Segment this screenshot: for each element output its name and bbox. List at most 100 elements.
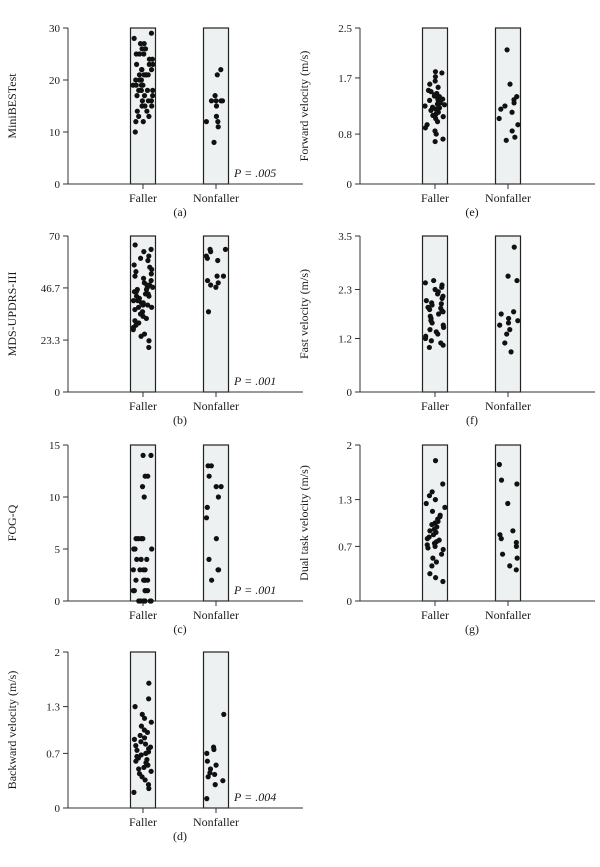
data-point-nonfaller: [215, 567, 222, 573]
y-tick-label: 23.3: [41, 335, 61, 347]
data-point-nonfaller: [509, 128, 515, 134]
data-point-faller: [423, 500, 429, 507]
data-point-faller: [145, 782, 152, 788]
y-tick-label: 20: [49, 75, 61, 87]
data-point-nonfaller: [503, 137, 509, 143]
data-point-faller: [429, 563, 435, 569]
data-point-faller: [133, 577, 139, 583]
data-point-faller: [428, 89, 434, 95]
data-point-faller: [137, 732, 143, 739]
data-point-faller: [148, 768, 154, 774]
data-point-faller: [432, 138, 438, 145]
data-point-faller: [440, 96, 446, 102]
y-tick-label: 46.7: [41, 283, 61, 295]
x-tick-label-faller: Faller: [421, 399, 449, 413]
data-point-faller: [424, 536, 430, 542]
y-tick-label: 10: [49, 492, 61, 504]
panel-label: (d): [173, 829, 187, 843]
data-point-faller: [134, 108, 140, 114]
data-point-nonfaller: [498, 477, 505, 483]
data-point-faller: [426, 493, 433, 499]
data-point-faller: [422, 125, 428, 131]
data-point-nonfaller: [207, 766, 214, 772]
data-point-faller: [141, 51, 147, 57]
data-point-nonfaller: [507, 327, 513, 333]
data-point-faller: [150, 87, 156, 93]
data-point-faller: [132, 129, 138, 135]
y-axis-label: Dual task velocity (m/s): [297, 465, 311, 581]
data-point-nonfaller: [204, 277, 211, 284]
data-point-faller: [148, 277, 154, 284]
x-tick-label-nonfaller: Nonfaller: [193, 815, 239, 829]
y-axis-label: MiniBESTest: [5, 73, 19, 139]
data-point-faller: [440, 114, 446, 120]
y-tick-label: 3.5: [338, 231, 352, 243]
data-point-faller: [440, 546, 446, 553]
data-point-faller: [142, 473, 148, 479]
data-point-nonfaller: [203, 119, 209, 125]
x-tick-label-nonfaller: Nonfaller: [193, 191, 239, 205]
y-tick-label: 0: [55, 803, 61, 815]
data-point-faller: [146, 56, 153, 62]
x-tick-label-nonfaller: Nonfaller: [485, 399, 531, 413]
panel-label: (b): [173, 413, 187, 427]
data-point-nonfaller: [513, 543, 519, 550]
data-point-faller: [148, 452, 154, 458]
data-point-faller: [432, 78, 438, 84]
data-point-faller: [438, 301, 444, 307]
y-tick-label: 0: [347, 596, 353, 608]
data-point-faller: [432, 497, 438, 503]
data-point-faller: [432, 575, 439, 581]
data-point-nonfaller: [499, 551, 506, 557]
y-tick-label: 2.3: [338, 284, 352, 296]
column-box-faller: [129, 444, 157, 602]
data-point-nonfaller: [511, 100, 517, 106]
y-axis-label: Backward velocity (m/s): [5, 671, 19, 790]
y-tick-label: 1.7: [338, 73, 352, 85]
data-point-faller: [432, 458, 439, 464]
data-point-faller: [442, 504, 448, 510]
x-tick-label-faller: Faller: [129, 399, 157, 413]
panel-c: 0 5 10 15 Faller Nonfaller FOG-Q (c) P = .001: [5, 440, 303, 636]
column-box-nonfaller: [494, 444, 522, 602]
panel-label: (a): [173, 205, 186, 219]
data-point-faller: [441, 102, 448, 108]
data-point-faller: [150, 284, 156, 290]
y-axis-label: FOG-Q: [5, 504, 19, 541]
data-point-nonfaller: [214, 273, 220, 279]
data-point-nonfaller: [212, 782, 218, 788]
data-point-faller: [133, 758, 139, 764]
data-point-nonfaller: [212, 771, 218, 778]
data-point-faller: [134, 556, 140, 563]
data-point-faller: [149, 103, 155, 109]
data-point-faller: [146, 338, 152, 344]
data-point-nonfaller: [220, 778, 226, 784]
data-point-faller: [132, 318, 138, 324]
data-point-faller: [427, 327, 433, 333]
data-point-faller: [146, 253, 152, 259]
y-tick-label: 10: [49, 127, 61, 139]
data-point-faller: [141, 735, 148, 741]
x-tick-label-faller: Faller: [421, 191, 449, 205]
data-point-faller: [427, 571, 433, 577]
data-point-faller: [435, 331, 441, 337]
data-point-faller: [440, 578, 446, 585]
data-point-faller: [135, 536, 141, 542]
panel-f: 0 1.2 2.3 3.5 Faller Nonfaller Fast velocity (…: [297, 231, 595, 427]
data-point-nonfaller: [514, 481, 520, 487]
data-point-faller: [140, 452, 146, 458]
data-point-faller: [440, 309, 446, 315]
data-point-faller: [145, 302, 151, 308]
data-point-faller: [134, 93, 140, 99]
data-point-faller: [137, 77, 143, 83]
panel-label: (c): [173, 622, 186, 636]
data-point-faller: [130, 298, 137, 304]
data-point-faller: [140, 567, 147, 573]
x-tick-label-nonfaller: Nonfaller: [485, 191, 531, 205]
data-point-faller: [139, 67, 145, 73]
data-point-faller: [144, 87, 151, 93]
data-point-nonfaller: [213, 103, 220, 109]
data-point-faller: [139, 103, 145, 109]
data-point-faller: [138, 739, 144, 745]
